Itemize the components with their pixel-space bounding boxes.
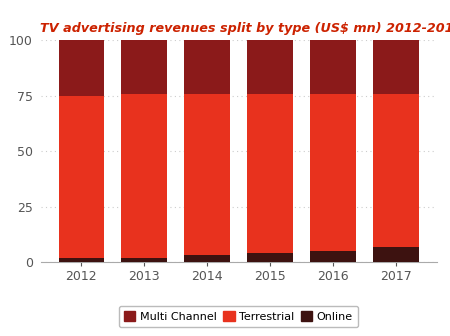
Bar [58,258,104,262]
Bar [373,40,418,93]
Bar [248,40,292,93]
Bar [122,93,167,258]
Bar [310,251,356,262]
Legend: Multi Channel, Terrestrial, Online: Multi Channel, Terrestrial, Online [119,306,358,328]
Bar [373,247,418,262]
Bar [248,93,292,253]
Text: TV advertising revenues split by type (US$ mn) 2012-2017: TV advertising revenues split by type (U… [40,22,450,35]
Bar [248,253,292,262]
Bar [122,40,167,93]
Bar [58,96,104,258]
Bar [184,40,230,93]
Bar [310,93,356,251]
Bar [310,40,356,93]
Bar [58,40,104,96]
Bar [373,93,418,247]
Bar [184,255,230,262]
Bar [122,258,167,262]
Bar [184,93,230,255]
